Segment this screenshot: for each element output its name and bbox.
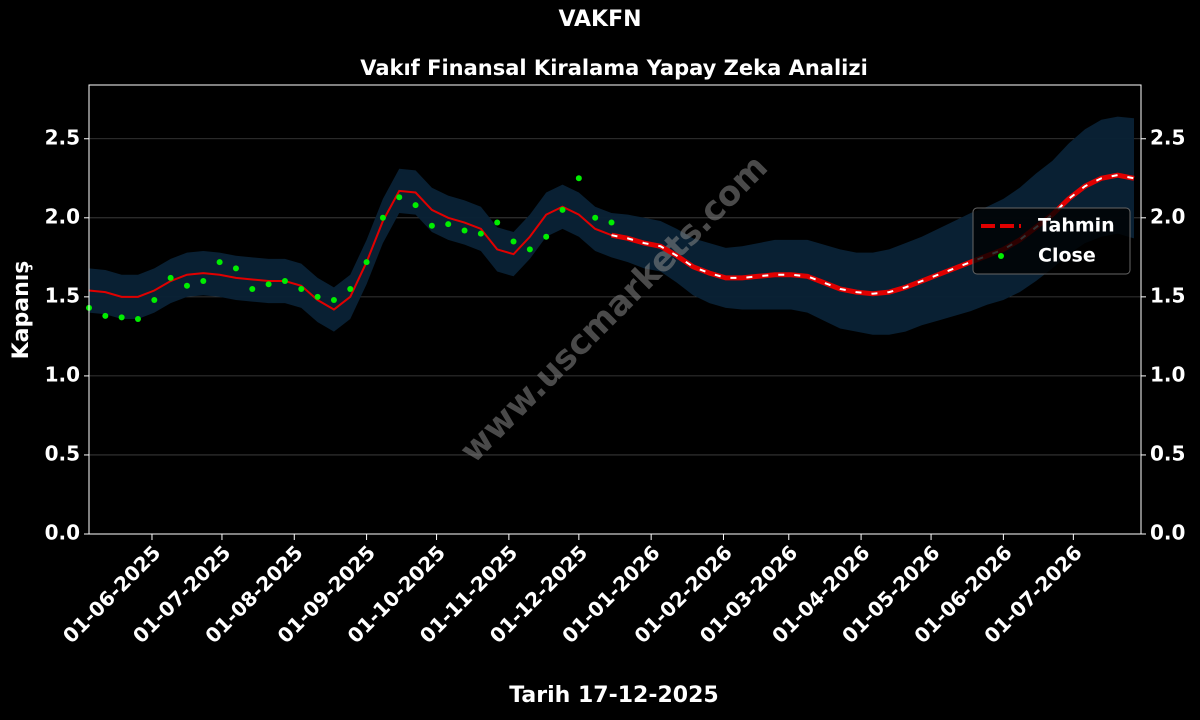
y-tick-label: 2.0 [45,204,80,228]
y-tick-label: 2.5 [45,125,80,149]
close-point [118,314,125,321]
y2-tick-label: 0.5 [1150,441,1185,465]
close-point [396,194,403,201]
confidence-band [89,116,1135,335]
close-point [543,233,550,240]
close-point [232,265,239,272]
close-point [461,227,468,234]
close-point [281,278,288,285]
close-point [526,246,533,253]
close-point [494,219,501,226]
close-point [134,315,141,322]
y-tick-label: 1.0 [45,362,80,386]
y-tick-label: 0.0 [45,521,80,545]
close-point [102,312,109,319]
close-point [200,278,207,285]
y2-tick-label: 0.0 [1150,521,1185,545]
close-point [265,281,272,288]
close-point [298,285,305,292]
close-point [428,222,435,229]
y2-tick-label: 1.5 [1150,283,1185,307]
close-point [608,219,615,226]
chart-subtitle: Vakıf Finansal Kiralama Yapay Zeka Anali… [360,56,868,80]
close-point [477,230,484,237]
legend-marker [998,253,1004,259]
y2-tick-label: 1.0 [1150,362,1185,386]
close-point [167,274,174,281]
x-axis-label: Tarih 17-12-2025 [509,683,718,708]
close-point [559,206,566,213]
close-point [592,214,599,221]
close-point [216,259,223,266]
close-point [363,259,370,266]
y-tick-label: 0.5 [45,441,80,465]
close-point [330,297,337,304]
y2-tick-label: 2.5 [1150,125,1185,149]
plot-frame [88,84,1142,535]
chart-title: VAKFN [558,7,641,32]
close-point [379,214,386,221]
legend-label: Close [1038,245,1096,267]
close-point [249,285,256,292]
close-point [445,221,452,228]
close-point [510,238,517,245]
legend-label: Tahmin [1038,215,1115,237]
close-point [314,293,321,300]
close-point [575,175,582,182]
y2-tick-label: 2.0 [1150,204,1185,228]
close-point [183,282,190,289]
y-tick-label: 1.5 [45,283,80,307]
close-point [412,202,419,209]
close-point [151,297,158,304]
y-axis-label: Kapanış [9,261,34,360]
close-point [347,285,354,292]
